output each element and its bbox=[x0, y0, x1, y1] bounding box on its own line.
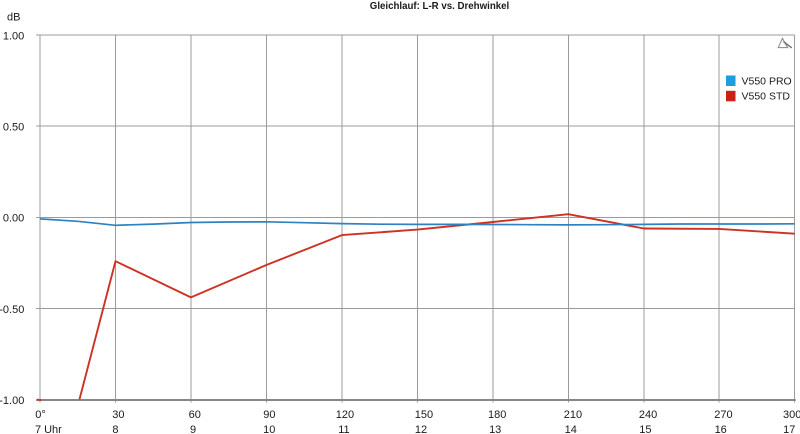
svg-text:8: 8 bbox=[112, 424, 118, 434]
svg-text:Gleichlauf: L-R vs. Drehwinkel: Gleichlauf: L-R vs. Drehwinkel bbox=[370, 1, 509, 12]
svg-text:180: 180 bbox=[488, 409, 506, 421]
svg-text:9: 9 bbox=[190, 424, 196, 434]
svg-text:10: 10 bbox=[263, 424, 275, 434]
svg-text:17: 17 bbox=[783, 424, 795, 434]
svg-text:11: 11 bbox=[338, 424, 349, 434]
svg-text:60: 60 bbox=[189, 409, 201, 421]
svg-text:-1.00: -1.00 bbox=[0, 395, 24, 407]
svg-text:7 Uhr: 7 Uhr bbox=[35, 424, 62, 434]
svg-text:210: 210 bbox=[564, 409, 582, 421]
svg-text:12: 12 bbox=[415, 424, 427, 434]
svg-text:30: 30 bbox=[112, 409, 124, 421]
svg-text:V550 STD: V550 STD bbox=[742, 91, 791, 103]
svg-text:16: 16 bbox=[715, 424, 727, 434]
svg-text:90: 90 bbox=[263, 409, 275, 421]
svg-text:13: 13 bbox=[489, 424, 501, 434]
svg-text:240: 240 bbox=[639, 409, 657, 421]
svg-text:15: 15 bbox=[639, 424, 651, 434]
svg-text:0°: 0° bbox=[35, 409, 46, 421]
svg-text:270: 270 bbox=[714, 409, 732, 421]
svg-text:14: 14 bbox=[565, 424, 577, 434]
svg-text:0.00: 0.00 bbox=[3, 213, 24, 225]
svg-text:dB: dB bbox=[7, 12, 20, 24]
svg-text:120: 120 bbox=[336, 409, 354, 421]
svg-text:0.50: 0.50 bbox=[3, 122, 24, 134]
svg-text:1.00: 1.00 bbox=[3, 30, 24, 42]
svg-text:V550 PRO: V550 PRO bbox=[742, 75, 792, 87]
svg-text:-0.50: -0.50 bbox=[0, 304, 24, 316]
svg-text:300: 300 bbox=[783, 409, 800, 421]
svg-text:150: 150 bbox=[415, 409, 433, 421]
